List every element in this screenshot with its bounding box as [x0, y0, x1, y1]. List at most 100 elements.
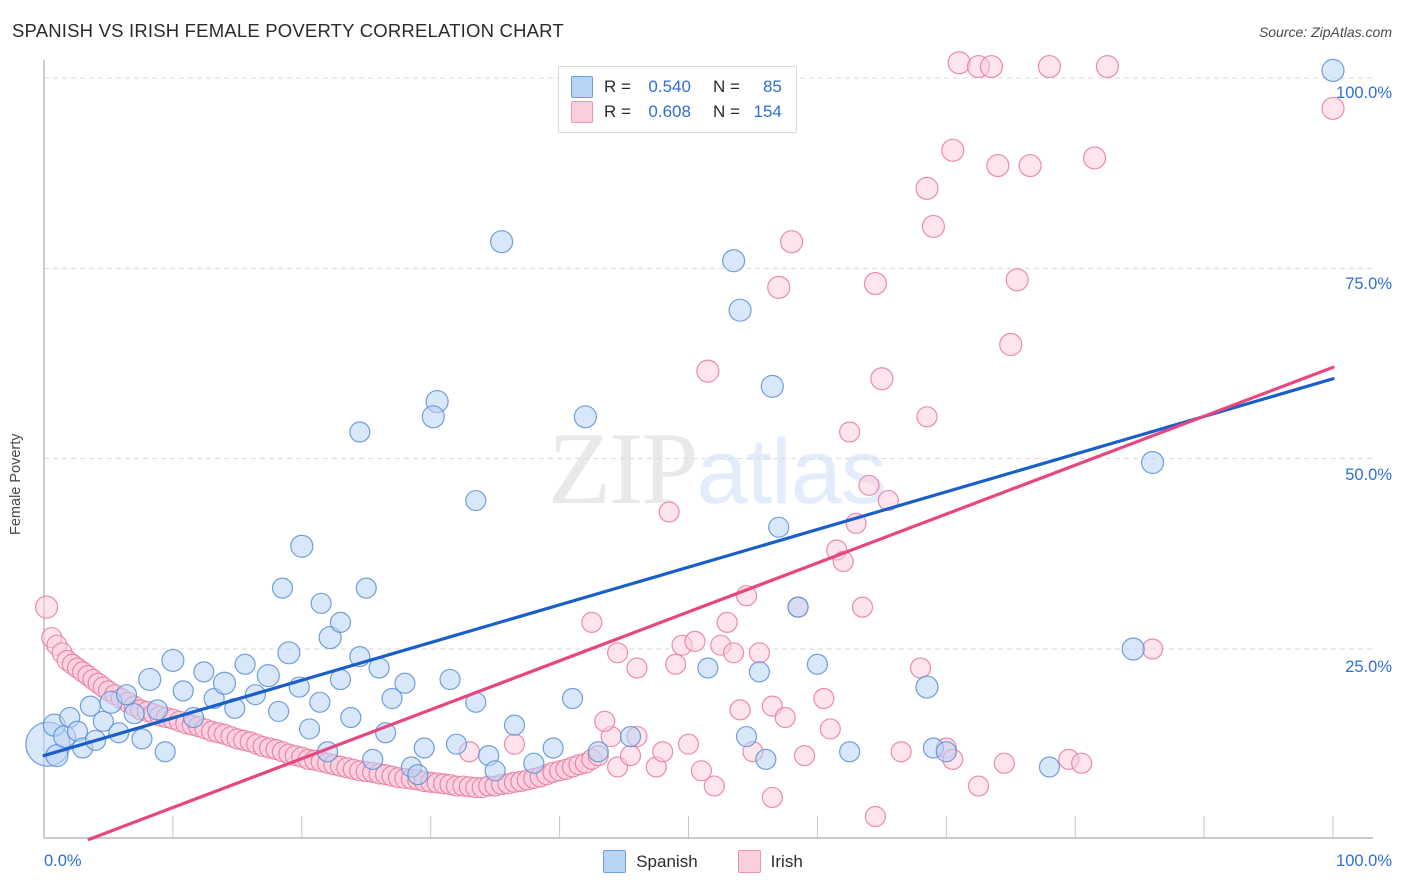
series-legend: Spanish Irish — [0, 850, 1406, 873]
data-point — [755, 748, 777, 770]
data-point — [921, 214, 946, 239]
data-point — [665, 653, 687, 675]
data-point — [115, 684, 138, 706]
page-title: SPANISH VS IRISH FEMALE POVERTY CORRELAT… — [12, 20, 564, 41]
data-point — [916, 406, 938, 428]
data-point — [212, 671, 237, 695]
data-point — [146, 699, 169, 721]
data-point — [407, 764, 429, 786]
data-point — [935, 741, 957, 763]
data-point — [1018, 153, 1042, 178]
source-attribution: Source: ZipAtlas.com — [1258, 24, 1392, 40]
data-point — [979, 54, 1004, 79]
stats-row-irish: R = 0.608 N = 154 — [571, 99, 782, 124]
data-point — [716, 611, 738, 633]
data-point — [806, 653, 829, 675]
irish-n-label: N = — [712, 101, 740, 121]
data-point — [594, 710, 616, 732]
data-point — [138, 667, 162, 692]
data-point — [256, 664, 280, 688]
trendline-spanish — [42, 377, 1335, 758]
data-point — [318, 625, 342, 650]
series-points-spanish — [25, 58, 1345, 786]
data-point — [722, 249, 746, 273]
data-point — [561, 687, 584, 710]
data-point — [626, 657, 648, 679]
data-point — [490, 230, 514, 254]
data-point — [761, 786, 783, 809]
data-point — [607, 642, 629, 664]
irish-legend-label: Irish — [770, 851, 803, 871]
data-point — [839, 741, 861, 763]
data-point — [839, 421, 861, 443]
data-point — [581, 611, 603, 633]
data-point — [780, 230, 804, 254]
data-point — [697, 657, 719, 679]
data-point — [941, 138, 965, 162]
spanish-swatch-icon — [571, 75, 593, 98]
data-point — [161, 648, 185, 673]
data-point — [915, 176, 939, 200]
data-point — [684, 630, 706, 652]
data-point — [915, 675, 939, 699]
data-point — [542, 737, 564, 759]
spanish-n-value: 85 — [762, 76, 782, 96]
x-tick-label-100: 100.0% — [1336, 852, 1392, 870]
data-point — [851, 596, 874, 618]
data-point — [1321, 96, 1345, 121]
data-point — [439, 668, 461, 691]
data-point — [1321, 58, 1345, 82]
data-point — [1037, 54, 1062, 79]
y-tick-label-75: 75.0% — [1345, 275, 1392, 293]
data-point — [355, 577, 377, 599]
data-point — [858, 474, 880, 496]
legend-item-irish[interactable]: Irish — [737, 850, 803, 873]
data-point — [767, 275, 791, 299]
spanish-r-label: R = — [604, 76, 631, 96]
data-point — [728, 298, 752, 322]
data-point — [619, 744, 642, 767]
data-point — [703, 775, 725, 797]
data-point — [748, 642, 770, 664]
data-point — [362, 748, 384, 770]
data-point — [1005, 268, 1029, 292]
y-tick-label-25: 25.0% — [1345, 658, 1392, 676]
data-point — [394, 672, 416, 694]
data-point — [298, 718, 321, 740]
data-point — [587, 741, 609, 763]
data-point — [677, 733, 700, 755]
correlation-stats-legend: R = 0.540 N = 85 R = 0.608 N = 154 — [558, 66, 797, 133]
data-point — [890, 741, 912, 763]
data-point — [787, 596, 809, 618]
legend-item-spanish[interactable]: Spanish — [603, 850, 698, 873]
data-point — [131, 728, 153, 750]
spanish-n-label: N = — [712, 76, 740, 96]
data-point — [870, 367, 894, 391]
data-point — [619, 725, 642, 748]
data-point — [768, 516, 790, 538]
data-point — [652, 741, 674, 763]
data-point — [268, 700, 290, 723]
data-point — [1038, 756, 1061, 778]
data-point — [484, 760, 506, 782]
y-tick-label-100: 100.0% — [1336, 84, 1392, 102]
data-point — [986, 153, 1010, 178]
data-point — [309, 691, 331, 713]
irish-r-value: 0.608 — [648, 101, 691, 121]
trendline-irish — [87, 365, 1335, 841]
data-point — [1140, 450, 1165, 475]
data-point — [1121, 637, 1145, 661]
data-point — [34, 595, 59, 619]
y-tick-label-50: 50.0% — [1345, 466, 1392, 484]
data-point — [465, 489, 487, 512]
data-point — [658, 501, 680, 523]
data-point — [729, 699, 751, 721]
data-point — [271, 577, 294, 599]
spanish-r-value: 0.540 — [648, 76, 691, 96]
data-point — [573, 405, 597, 429]
spanish-legend-label: Spanish — [636, 851, 698, 871]
data-point — [993, 752, 1015, 774]
x-tick-label-0: 0.0% — [44, 852, 82, 870]
data-point — [234, 653, 256, 675]
